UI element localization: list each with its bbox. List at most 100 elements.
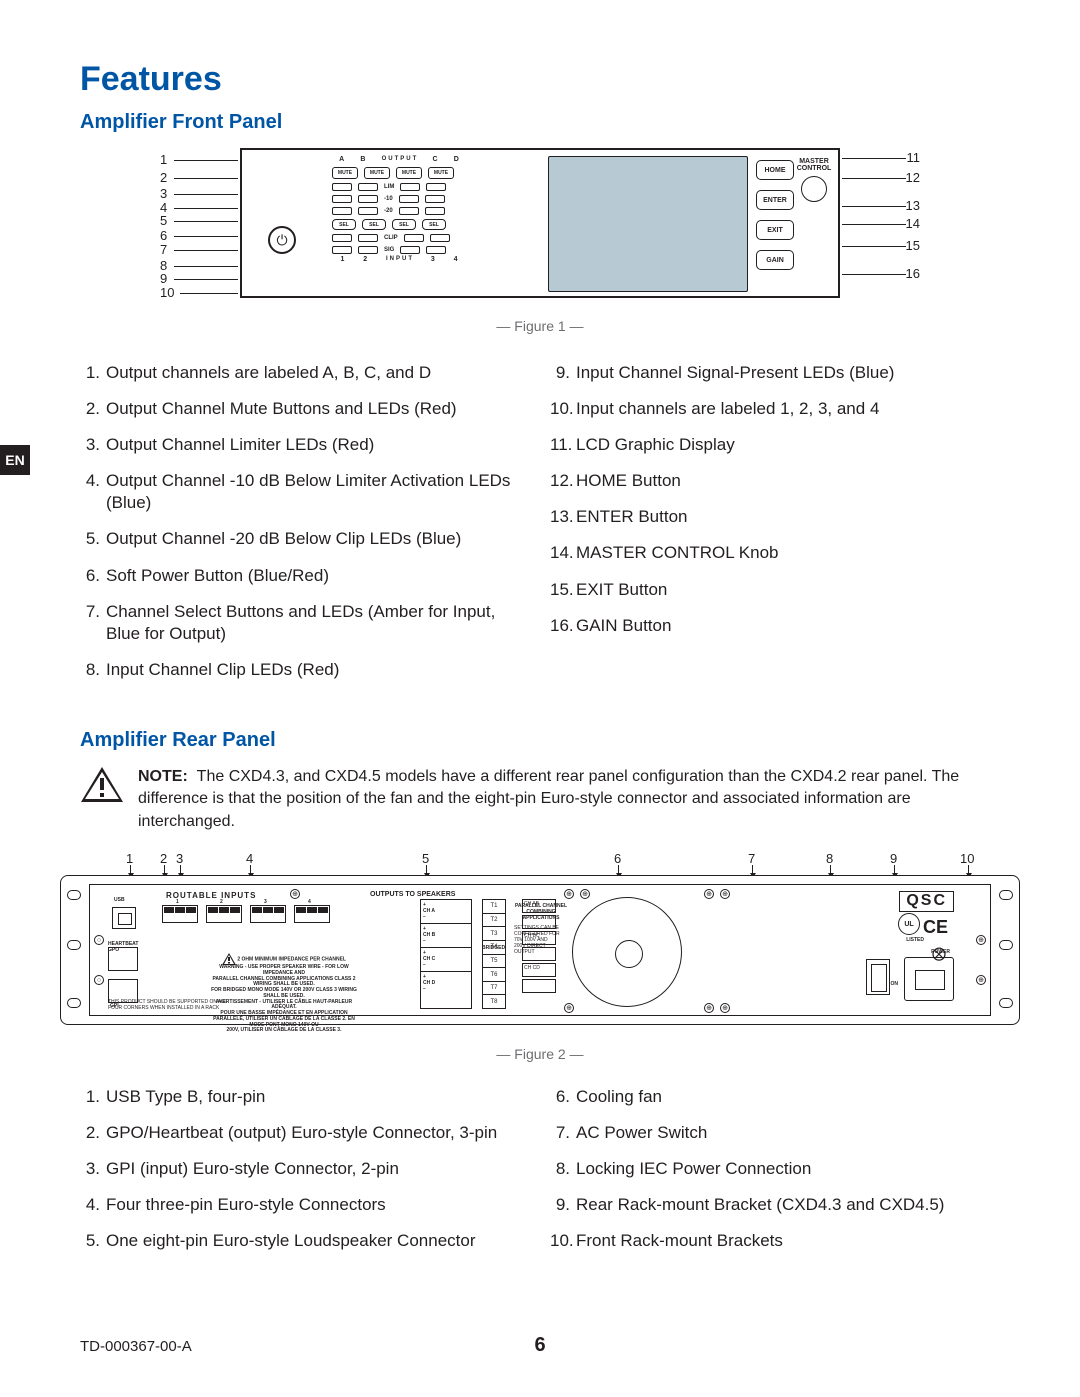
power-switch[interactable]: [866, 959, 890, 995]
feature-item: 7.AC Power Switch: [550, 1122, 1000, 1144]
in-1: 1: [340, 256, 346, 263]
front-features-right: 9.Input Channel Signal-Present LEDs (Blu…: [550, 362, 1000, 695]
master-control-knob[interactable]: [801, 176, 827, 202]
feature-item: 8.Input Channel Clip LEDs (Red): [80, 659, 530, 681]
feature-item: 8.Locking IEC Power Connection: [550, 1158, 1000, 1180]
out-b: B: [360, 156, 367, 163]
feature-item: 6.Cooling fan: [550, 1086, 1000, 1108]
leader-3: 3: [160, 186, 167, 201]
cooling-fan: [572, 897, 682, 1007]
terminal-grid: T1T2T3T4 T5T6T7T8: [482, 899, 506, 1009]
rnum-7: 7: [748, 851, 755, 866]
mute-a[interactable]: MUTE: [332, 167, 358, 179]
rnum-1: 1: [126, 851, 133, 866]
out-c: C: [433, 156, 440, 163]
iec-power[interactable]: [904, 957, 954, 1001]
figure-2: 1 2 3 4 5 6 7 8 9 10: [60, 851, 1020, 1036]
bridged-label: BRIDGED: [482, 945, 505, 951]
feature-item: 5.Output Channel -20 dB Below Clip LEDs …: [80, 528, 530, 550]
feature-item: 15.EXIT Button: [550, 579, 1000, 601]
feature-item: 10.Input channels are labeled 1, 2, 3, a…: [550, 398, 1000, 420]
rear-features-left: 1.USB Type B, four-pin 2.GPO/Heartbeat (o…: [80, 1086, 530, 1266]
feature-item: 2.GPO/Heartbeat (output) Euro-style Conn…: [80, 1122, 530, 1144]
rear-features-right: 6.Cooling fan 7.AC Power Switch 8.Locking …: [550, 1086, 1000, 1266]
leader-7: 7: [160, 242, 167, 257]
power-button[interactable]: ⏻: [268, 226, 296, 254]
feature-item: 9.Rear Rack-mount Bracket (CXD4.3 and CX…: [550, 1194, 1000, 1216]
rnum-10: 10: [960, 851, 974, 866]
warning-text: 2 OHM MINIMUM IMPEDANCE PER CHANNEL WARN…: [206, 953, 362, 1034]
feature-item: 12.HOME Button: [550, 470, 1000, 492]
leader-9: 9: [160, 271, 167, 286]
warning-icon: [80, 766, 124, 804]
sig-label: SIG: [384, 247, 394, 253]
feature-item: 7.Channel Select Buttons and LEDs (Amber…: [80, 601, 530, 645]
rnum-3: 3: [176, 851, 183, 866]
feature-item: 9.Input Channel Signal-Present LEDs (Blu…: [550, 362, 1000, 384]
leader-16: 16: [906, 266, 920, 281]
feature-item: 2.Output Channel Mute Buttons and LEDs (…: [80, 398, 530, 420]
figure-2-caption: — Figure 2 —: [496, 1046, 583, 1062]
feature-item: 4.Four three-pin Euro-style Connectors: [80, 1194, 530, 1216]
input-label: INPUT: [386, 256, 414, 263]
feature-item: 1.USB Type B, four-pin: [80, 1086, 530, 1108]
on-label: ON: [891, 981, 899, 987]
routable-inputs-label: ROUTABLE INPUTS: [166, 891, 256, 900]
output-label: OUTPUT: [382, 156, 419, 163]
figure-1: 1 2 3 4 5 6 7 8 9 10 H: [160, 148, 920, 308]
feature-item: 10.Front Rack-mount Brackets: [550, 1230, 1000, 1252]
input-3[interactable]: [250, 905, 286, 923]
sel-1[interactable]: SEL: [332, 219, 356, 230]
rnum-4: 4: [246, 851, 253, 866]
note-text: NOTE: The CXD4.3, and CXD4.5 models have…: [138, 766, 1000, 833]
feature-item: 13.ENTER Button: [550, 506, 1000, 528]
clip-label: CLIP: [384, 235, 398, 241]
sel-3[interactable]: SEL: [392, 219, 416, 230]
feature-item: 16.GAIN Button: [550, 615, 1000, 637]
mute-d[interactable]: MUTE: [428, 167, 454, 179]
feature-item: 1.Output channels are labeled A, B, C, a…: [80, 362, 530, 384]
in-2: 2: [363, 256, 369, 263]
rnum-9: 9: [890, 851, 897, 866]
dip-col-1: CH ABCH BCCH CD: [522, 899, 556, 1009]
feature-item: 11.LCD Graphic Display: [550, 434, 1000, 456]
leader-6: 6: [160, 228, 167, 243]
m10-label: -10: [384, 196, 393, 202]
in-3: 3: [431, 256, 437, 263]
heartbeat-label: HEARTBEAT GPO: [108, 941, 138, 953]
page-number: 6: [534, 1334, 545, 1357]
feature-item: 4.Output Channel -10 dB Below Limiter Ac…: [80, 470, 530, 514]
exit-button[interactable]: EXIT: [756, 220, 794, 240]
lcd-display: [548, 156, 748, 292]
rnum-5: 5: [422, 851, 429, 866]
speaker-outputs[interactable]: + CH A − + CH B − + CH C − + CH D −: [420, 899, 472, 1009]
home-button[interactable]: HOME: [756, 160, 794, 180]
input-1[interactable]: [162, 905, 198, 923]
rnum-6: 6: [614, 851, 621, 866]
outputs-label: OUTPUTS TO SPEAKERS: [370, 891, 455, 898]
usb-port[interactable]: [112, 907, 136, 929]
input-2[interactable]: [206, 905, 242, 923]
leader-14: 14: [906, 216, 920, 231]
figure-1-caption: — Figure 1 —: [496, 318, 583, 334]
listed-label: LISTED: [906, 937, 924, 943]
usb-label: USB: [114, 897, 125, 903]
master-control-label: MASTER CONTROL: [796, 158, 832, 202]
sel-4[interactable]: SEL: [422, 219, 446, 230]
in-4: 4: [454, 256, 460, 263]
doc-number: TD-000367-00-A: [80, 1338, 192, 1355]
page-title: Features: [80, 60, 1000, 99]
ul-mark: UL: [898, 913, 920, 935]
gain-button[interactable]: GAIN: [756, 250, 794, 270]
leader-5: 5: [160, 213, 167, 228]
mute-b[interactable]: MUTE: [364, 167, 390, 179]
rnum-8: 8: [826, 851, 833, 866]
mute-c[interactable]: MUTE: [396, 167, 422, 179]
feature-item: 6.Soft Power Button (Blue/Red): [80, 565, 530, 587]
input-4[interactable]: [294, 905, 330, 923]
sel-2[interactable]: SEL: [362, 219, 386, 230]
leader-11: 11: [907, 150, 921, 165]
enter-button[interactable]: ENTER: [756, 190, 794, 210]
out-d: D: [454, 156, 461, 163]
language-tab: EN: [0, 445, 30, 475]
